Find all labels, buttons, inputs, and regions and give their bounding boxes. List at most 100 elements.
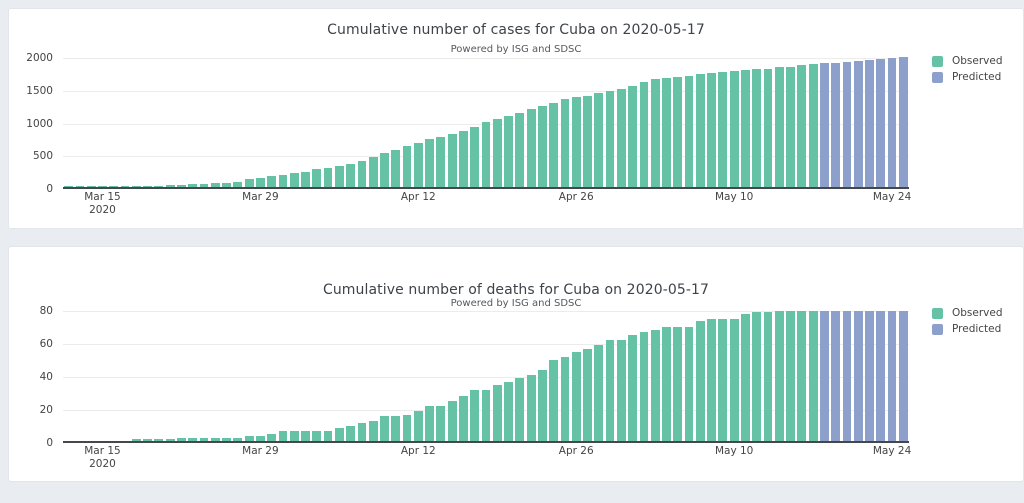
bar-observed[interactable] bbox=[616, 340, 626, 441]
bar-observed[interactable] bbox=[594, 92, 604, 187]
bar-observed[interactable] bbox=[323, 168, 333, 187]
bar-observed[interactable] bbox=[808, 64, 818, 187]
bar-observed[interactable] bbox=[346, 426, 356, 441]
bar-observed[interactable] bbox=[481, 389, 491, 441]
bar-observed[interactable] bbox=[199, 437, 209, 441]
bar-predicted[interactable] bbox=[831, 310, 841, 441]
bar-predicted[interactable] bbox=[876, 58, 886, 187]
bar-predicted[interactable] bbox=[842, 310, 852, 441]
bar-observed[interactable] bbox=[402, 146, 412, 187]
bar-observed[interactable] bbox=[165, 185, 175, 187]
bar-observed[interactable] bbox=[763, 312, 773, 441]
bar-observed[interactable] bbox=[492, 119, 502, 187]
bar-observed[interactable] bbox=[695, 73, 705, 187]
bar-observed[interactable] bbox=[752, 312, 762, 441]
bar-observed[interactable] bbox=[459, 130, 468, 187]
bar-observed[interactable] bbox=[357, 422, 367, 441]
bar-observed[interactable] bbox=[120, 186, 130, 187]
bar-observed[interactable] bbox=[256, 177, 265, 187]
bar-observed[interactable] bbox=[515, 112, 525, 187]
bar-observed[interactable] bbox=[470, 126, 480, 187]
bar-predicted[interactable] bbox=[876, 310, 886, 441]
bar-observed[interactable] bbox=[549, 360, 559, 441]
bar-observed[interactable] bbox=[549, 102, 559, 187]
bar-observed[interactable] bbox=[718, 72, 728, 187]
bar-observed[interactable] bbox=[323, 431, 333, 441]
bar-observed[interactable] bbox=[425, 406, 434, 441]
bar-observed[interactable] bbox=[786, 66, 795, 187]
bar-observed[interactable] bbox=[560, 356, 570, 441]
bar-observed[interactable] bbox=[436, 406, 446, 441]
bar-observed[interactable] bbox=[188, 437, 198, 441]
bar-observed[interactable] bbox=[504, 381, 513, 441]
bar-observed[interactable] bbox=[391, 416, 401, 441]
bar-observed[interactable] bbox=[718, 318, 728, 441]
bar-predicted[interactable] bbox=[887, 310, 897, 441]
bar-observed[interactable] bbox=[707, 318, 716, 441]
bar-observed[interactable] bbox=[583, 348, 592, 441]
bar-observed[interactable] bbox=[605, 340, 615, 441]
bar-observed[interactable] bbox=[131, 439, 141, 441]
legend-item-observed[interactable]: Observed bbox=[932, 53, 1022, 69]
bar-observed[interactable] bbox=[177, 184, 186, 187]
bar-observed[interactable] bbox=[684, 75, 694, 187]
bar-observed[interactable] bbox=[650, 79, 660, 187]
bar-observed[interactable] bbox=[380, 416, 389, 441]
bar-observed[interactable] bbox=[526, 375, 536, 441]
bar-observed[interactable] bbox=[797, 65, 807, 187]
bar-observed[interactable] bbox=[684, 327, 694, 441]
bar-observed[interactable] bbox=[459, 396, 468, 441]
bar-observed[interactable] bbox=[797, 310, 807, 441]
bar-predicted[interactable] bbox=[865, 310, 874, 441]
bar-observed[interactable] bbox=[628, 335, 638, 441]
bar-observed[interactable] bbox=[233, 181, 243, 187]
bar-predicted[interactable] bbox=[820, 310, 829, 441]
bar-observed[interactable] bbox=[154, 439, 164, 441]
bar-observed[interactable] bbox=[538, 106, 547, 187]
bar-observed[interactable] bbox=[210, 437, 220, 441]
bar-observed[interactable] bbox=[188, 184, 198, 187]
bar-observed[interactable] bbox=[526, 109, 536, 187]
bar-observed[interactable] bbox=[86, 186, 96, 187]
legend-item-predicted[interactable]: Predicted bbox=[932, 69, 1022, 85]
bar-predicted[interactable] bbox=[865, 59, 874, 187]
bar-observed[interactable] bbox=[289, 173, 299, 187]
bar-observed[interactable] bbox=[673, 327, 683, 441]
bar-observed[interactable] bbox=[346, 164, 356, 187]
bar-observed[interactable] bbox=[594, 345, 604, 441]
bar-observed[interactable] bbox=[583, 96, 592, 187]
bar-observed[interactable] bbox=[391, 150, 401, 187]
bar-observed[interactable] bbox=[741, 313, 750, 441]
bar-observed[interactable] bbox=[267, 175, 277, 187]
bar-observed[interactable] bbox=[707, 73, 716, 187]
bar-observed[interactable] bbox=[64, 186, 74, 187]
bar-observed[interactable] bbox=[165, 439, 175, 441]
bar-observed[interactable] bbox=[662, 327, 671, 441]
bar-predicted[interactable] bbox=[820, 63, 829, 187]
bar-predicted[interactable] bbox=[853, 60, 863, 187]
bar-observed[interactable] bbox=[538, 370, 547, 441]
bar-observed[interactable] bbox=[312, 431, 322, 441]
bar-observed[interactable] bbox=[199, 183, 209, 187]
bar-observed[interactable] bbox=[98, 186, 107, 187]
bar-observed[interactable] bbox=[413, 143, 423, 187]
bar-observed[interactable] bbox=[143, 185, 152, 187]
bar-observed[interactable] bbox=[695, 320, 705, 441]
bar-observed[interactable] bbox=[222, 437, 231, 441]
bar-observed[interactable] bbox=[639, 81, 649, 187]
bar-observed[interactable] bbox=[729, 318, 739, 441]
bar-observed[interactable] bbox=[334, 166, 344, 187]
bar-observed[interactable] bbox=[504, 115, 513, 187]
bar-observed[interactable] bbox=[605, 90, 615, 187]
bar-observed[interactable] bbox=[515, 378, 525, 441]
bar-observed[interactable] bbox=[729, 71, 739, 187]
bar-observed[interactable] bbox=[413, 411, 423, 441]
bar-observed[interactable] bbox=[786, 310, 795, 441]
bar-observed[interactable] bbox=[447, 133, 457, 187]
bar-observed[interactable] bbox=[560, 99, 570, 187]
bar-observed[interactable] bbox=[628, 86, 638, 187]
bar-observed[interactable] bbox=[357, 161, 367, 187]
bar-observed[interactable] bbox=[368, 421, 378, 441]
bar-observed[interactable] bbox=[210, 183, 220, 187]
bar-observed[interactable] bbox=[233, 437, 243, 441]
